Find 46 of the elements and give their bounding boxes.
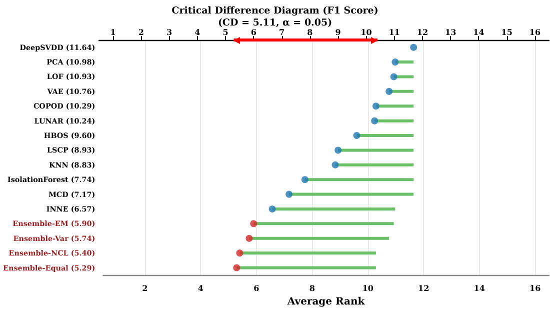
x-tick-label: 2 [142,283,148,294]
point [286,190,293,198]
x-tick-label: 6 [254,283,260,294]
x-tick-label: 3 [166,27,173,37]
chart-subtitle: (CD = 5.11, α = 0.05) [218,18,332,28]
x-tick-label: 14 [474,283,486,294]
x-tick-label: 8 [309,283,316,294]
bar [338,148,414,152]
x-tick-label: 8 [307,27,314,37]
x-tick-label: 6 [250,27,257,37]
x-tick-label: 1 [110,27,116,37]
bar [289,192,414,196]
x-tick-label: 12 [418,283,430,294]
point [386,88,393,95]
point [301,176,308,184]
x-tick-label: 4 [198,283,204,294]
x-tick-label: 10 [362,283,374,294]
x-tick-label: 2 [138,27,144,37]
x-tick-label: 7 [279,27,285,37]
point [334,146,342,154]
x-tick-label: 16 [529,27,541,37]
point [410,44,418,51]
point [332,161,339,168]
point [250,220,258,228]
point [372,102,380,110]
x-tick-label: 10 [360,27,372,37]
x-tick-label: 14 [473,27,485,37]
point [353,132,360,140]
bar [374,119,414,122]
x-tick-label: 9 [335,27,342,37]
chart-title: Critical Difference Diagram (F1 Score) [172,6,378,16]
point [268,205,276,212]
point [233,264,240,272]
x-tick-label: 15 [501,27,512,37]
point [392,58,399,66]
x-tick-label: 16 [529,283,542,294]
x-tick-label: 11 [388,27,400,37]
point [371,117,378,124]
x-tick-label: 13 [444,27,457,37]
x-tick-label: 5 [222,27,228,37]
point [236,250,244,257]
point [246,234,253,242]
point [390,73,398,80]
x-tick-label: 12 [416,27,428,37]
x-axis-title: Average Rank [286,296,366,308]
x-tick-label: 4 [194,27,201,37]
